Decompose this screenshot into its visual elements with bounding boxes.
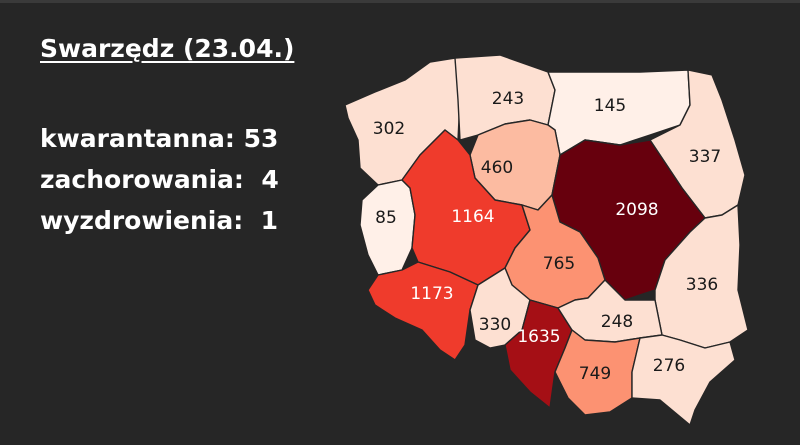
map-regions [344, 54, 749, 426]
stat-value: 1 [260, 206, 279, 235]
map-labels: 302 243 145 337 460 85 1164 2098 765 336… [373, 89, 721, 384]
stat-value: 53 [243, 124, 279, 153]
stat-cases: zachorowania: 4 [40, 159, 279, 200]
region-value-label: 765 [543, 254, 575, 274]
stat-recoveries: wyzdrowienia: 1 [40, 200, 279, 241]
region-value-label: 1164 [451, 207, 494, 227]
region-value-label: 749 [579, 364, 611, 384]
stats-panel: kwarantanna: 53 zachorowania: 4 wyzdrowi… [40, 118, 279, 241]
region-value-label: 1635 [517, 327, 560, 347]
top-border [0, 0, 800, 3]
region-value-label: 1173 [410, 284, 453, 304]
region-value-label: 248 [601, 312, 633, 332]
region-value-label: 276 [653, 356, 685, 376]
stat-quarantine: kwarantanna: 53 [40, 118, 279, 159]
region-dolnoslaskie[interactable] [367, 261, 479, 361]
stat-label: wyzdrowienia: [40, 206, 244, 235]
region-value-label: 337 [689, 147, 721, 167]
region-value-label: 85 [375, 208, 397, 228]
region-value-label: 2098 [615, 200, 658, 220]
stat-value: 4 [261, 165, 279, 194]
page-title: Swarzędz (23.04.) [40, 34, 295, 63]
region-value-label: 145 [594, 96, 626, 116]
region-podkarpackie[interactable] [631, 334, 736, 426]
region-value-label: 243 [492, 89, 524, 109]
region-value-label: 302 [373, 119, 405, 139]
stat-label: zachorowania: [40, 165, 244, 194]
region-value-label: 336 [686, 275, 718, 295]
region-value-label: 330 [479, 315, 511, 335]
stat-label: kwarantanna: [40, 124, 235, 153]
region-value-label: 460 [481, 158, 513, 178]
